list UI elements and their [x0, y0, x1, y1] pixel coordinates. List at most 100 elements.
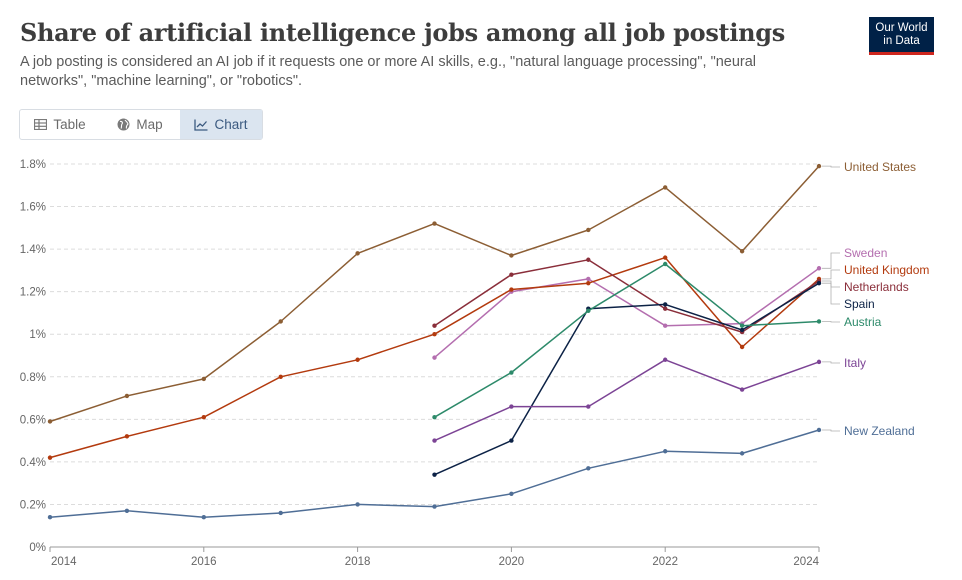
data-point	[586, 404, 591, 409]
series-label: Sweden	[844, 246, 887, 260]
data-point	[124, 508, 130, 514]
tab-map-label: Map	[136, 117, 163, 132]
series-label: United States	[844, 160, 916, 174]
data-point	[432, 332, 437, 337]
tab-table[interactable]: Table	[20, 110, 100, 139]
data-point	[201, 515, 206, 520]
y-tick-label: 1.4%	[20, 244, 46, 256]
data-point	[586, 308, 591, 314]
line-chart-icon	[194, 119, 208, 131]
data-point	[739, 249, 745, 254]
y-tick-label: 1.6%	[20, 202, 46, 214]
data-point	[586, 227, 591, 233]
label-connector	[822, 269, 840, 280]
data-point	[509, 438, 514, 443]
data-point	[201, 415, 206, 420]
data-point	[278, 319, 283, 324]
data-point	[816, 319, 822, 324]
data-point	[739, 327, 745, 333]
data-point	[509, 491, 514, 497]
series-line	[434, 263, 820, 418]
series-line	[434, 259, 820, 333]
label-connector	[822, 252, 840, 269]
label-connector	[822, 429, 840, 432]
data-point	[355, 357, 360, 362]
data-point	[816, 266, 822, 271]
table-icon	[34, 119, 48, 130]
data-point	[432, 438, 437, 443]
owid-logo[interactable]: Our World in Data	[869, 17, 934, 55]
data-point	[509, 287, 514, 292]
series-label: United Kingdom	[844, 263, 929, 277]
data-point	[432, 504, 437, 509]
data-point	[663, 185, 668, 190]
data-point	[816, 427, 822, 433]
y-tick-label: 0.6%	[20, 414, 46, 426]
data-point	[124, 393, 130, 399]
x-tick-label: 2020	[499, 556, 525, 568]
data-point	[739, 344, 745, 350]
data-point	[201, 376, 206, 382]
label-connector	[822, 321, 840, 323]
data-point	[278, 510, 283, 516]
data-point	[663, 449, 668, 454]
x-tick-label: 2024	[793, 556, 819, 568]
series-label: Italy	[844, 356, 866, 370]
logo-line-1: Our World	[875, 22, 928, 34]
label-connector	[822, 282, 840, 305]
data-point	[739, 387, 745, 392]
data-point	[663, 323, 668, 328]
tab-table-label: Table	[53, 117, 86, 132]
data-point	[509, 253, 514, 258]
chart-title: Share of artificial intelligence jobs am…	[20, 18, 785, 47]
view-tabs: Table Map Chart	[19, 109, 263, 140]
data-point	[47, 515, 53, 520]
data-point	[432, 323, 437, 328]
data-point	[663, 357, 668, 362]
data-point	[663, 255, 668, 260]
data-point	[355, 502, 360, 507]
x-tick-label: 2022	[652, 556, 678, 568]
y-tick-label: 0.8%	[20, 372, 46, 384]
data-point	[509, 272, 514, 277]
data-point	[586, 466, 591, 471]
series-label: New Zealand	[844, 424, 915, 438]
data-point	[739, 451, 745, 456]
x-tick-label: 2016	[191, 556, 217, 568]
data-point	[124, 434, 130, 439]
globe-icon	[117, 118, 130, 131]
data-point	[586, 276, 591, 282]
x-tick-label: 2014	[51, 556, 77, 568]
data-point	[509, 404, 514, 409]
y-tick-label: 0.4%	[20, 457, 46, 469]
data-point	[663, 261, 668, 267]
y-tick-label: 1.8%	[20, 159, 46, 171]
data-point	[432, 221, 437, 226]
data-point	[816, 280, 822, 286]
series-label: Netherlands	[844, 280, 909, 294]
tab-chart-label: Chart	[214, 117, 248, 132]
data-point	[739, 323, 745, 328]
series-line	[434, 359, 820, 442]
label-connector	[822, 361, 840, 364]
data-point	[47, 419, 53, 424]
y-tick-label: 0.2%	[20, 499, 46, 511]
series-line	[49, 165, 820, 423]
tab-map[interactable]: Map	[100, 110, 180, 139]
chart-subtitle: A job posting is considered an AI job if…	[20, 54, 757, 89]
data-point	[586, 280, 591, 286]
y-tick-label: 0%	[29, 542, 46, 554]
series-line	[434, 267, 820, 359]
data-point	[355, 251, 360, 256]
y-tick-label: 1.2%	[20, 287, 46, 299]
y-tick-label: 1%	[29, 329, 46, 341]
data-point	[816, 359, 822, 365]
data-point	[663, 306, 668, 311]
data-point	[509, 370, 514, 375]
tab-chart[interactable]: Chart	[180, 110, 262, 139]
series-label: Austria	[844, 315, 882, 329]
data-point	[278, 374, 283, 379]
data-point	[432, 355, 437, 360]
x-tick-label: 2018	[345, 556, 371, 568]
